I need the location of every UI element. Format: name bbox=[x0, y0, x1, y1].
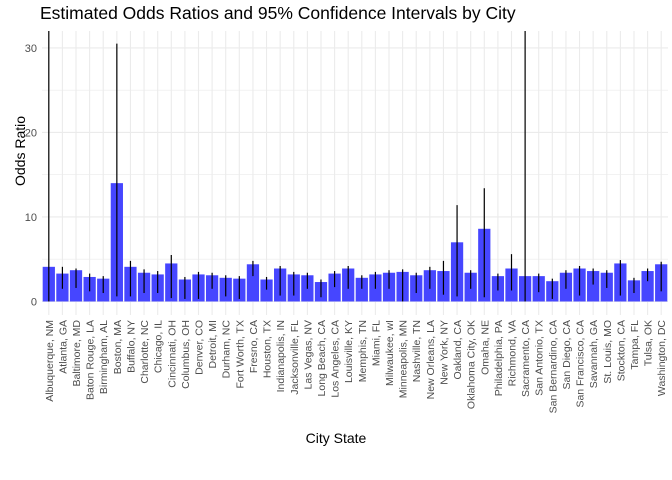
bar bbox=[355, 277, 368, 302]
y-tick-label: 0 bbox=[31, 296, 37, 308]
x-tick-label: New Orleans, LA bbox=[425, 320, 437, 399]
x-tick-label: Philadelphia, PA bbox=[493, 320, 505, 396]
x-tick-label: Washington, DC bbox=[656, 320, 668, 396]
x-tick-label: Oklahoma City, OK bbox=[466, 320, 478, 409]
x-tick-label: Cincinnati, OH bbox=[166, 320, 178, 388]
x-tick-label: Baltimore, MD bbox=[71, 320, 83, 387]
x-tick-label: Birmingham, AL bbox=[98, 320, 110, 394]
x-tick-label: San Bernardino, CA bbox=[547, 320, 559, 413]
x-tick-label: Chicago, IL bbox=[153, 320, 165, 373]
x-tick-label: Nashville, TN bbox=[411, 320, 423, 382]
x-tick-label: Oakland, CA bbox=[452, 320, 464, 380]
x-tick-label: New York, NY bbox=[438, 320, 450, 385]
x-tick-label: St. Louis, MO bbox=[602, 320, 614, 384]
x-tick-label: Boston, MA bbox=[112, 320, 124, 374]
bar bbox=[260, 279, 273, 302]
x-tick-label: Detroit, MI bbox=[207, 320, 219, 368]
x-tick-label: Durham, NC bbox=[221, 320, 233, 379]
y-tick-label: 20 bbox=[25, 127, 37, 139]
x-tick-label: Jacksonville, FL bbox=[289, 320, 301, 395]
x-tick-label: Miami, FL bbox=[370, 320, 382, 366]
y-axis-title: Odds Ratio bbox=[12, 115, 28, 186]
x-tick-label: Omaha, NE bbox=[479, 320, 491, 375]
x-tick-label: Fresno, CA bbox=[248, 320, 260, 373]
x-tick-label: Tampa, FL bbox=[629, 320, 641, 370]
x-axis-title: City State bbox=[305, 430, 367, 446]
x-tick-label: Albuquerque, NM bbox=[44, 320, 56, 402]
x-tick-label: Tulsa, OK bbox=[643, 320, 655, 366]
x-tick-label: Louisville, KY bbox=[343, 320, 355, 383]
x-tick-label: Charlotte, NC bbox=[139, 320, 151, 384]
x-tick-label: San Diego, CA bbox=[561, 320, 573, 389]
x-tick-label: Long Beach, CA bbox=[316, 320, 328, 396]
x-tick-label: Stockton, CA bbox=[615, 320, 627, 381]
x-tick-labels: Albuquerque, NM Atlanta, GA Baltimore, MD B… bbox=[44, 320, 668, 414]
bars bbox=[42, 183, 668, 302]
x-tick-label: Indianapolis, IN bbox=[275, 320, 287, 392]
x-tick-label: Fort Worth, TX bbox=[234, 320, 246, 388]
bar bbox=[328, 273, 341, 302]
x-tick-label: Richmond, VA bbox=[507, 320, 519, 386]
bar bbox=[641, 271, 654, 302]
x-tick-label: Milwaukee, wI bbox=[384, 320, 396, 386]
bar bbox=[246, 264, 260, 302]
x-tick-label: Denver, CO bbox=[194, 320, 206, 375]
x-tick-label: Las Vegas, NV bbox=[302, 320, 314, 389]
x-tick-label: Atlanta, GA bbox=[57, 320, 69, 374]
x-tick-label: San Antonio, TX bbox=[534, 320, 546, 396]
y-tick-label: 30 bbox=[25, 43, 37, 55]
x-tick-label: Baton Rouge, LA bbox=[85, 320, 97, 400]
x-tick-label: Columbus, OH bbox=[180, 320, 192, 389]
x-tick-label: Los Angeles, CA bbox=[330, 320, 342, 398]
x-tick-label: Sacramento, CA bbox=[520, 320, 532, 397]
x-tick-label: San Francisco, CA bbox=[575, 320, 587, 408]
x-tick-label: Houston, TX bbox=[262, 320, 274, 378]
x-tick-label: Minneapolis, MN bbox=[398, 320, 410, 398]
x-tick-label: Savannah, GA bbox=[588, 320, 600, 388]
bar bbox=[587, 271, 600, 302]
y-tick-label: 10 bbox=[25, 212, 37, 224]
y-tick-labels: 0 10 20 30 bbox=[25, 43, 37, 309]
x-tick-label: Memphis, TN bbox=[357, 320, 369, 382]
error-bars bbox=[48, 31, 662, 302]
chart-title: Estimated Odds Ratios and 95% Confidence… bbox=[40, 3, 516, 23]
x-tick-label: Buffalo, NY bbox=[125, 320, 137, 373]
